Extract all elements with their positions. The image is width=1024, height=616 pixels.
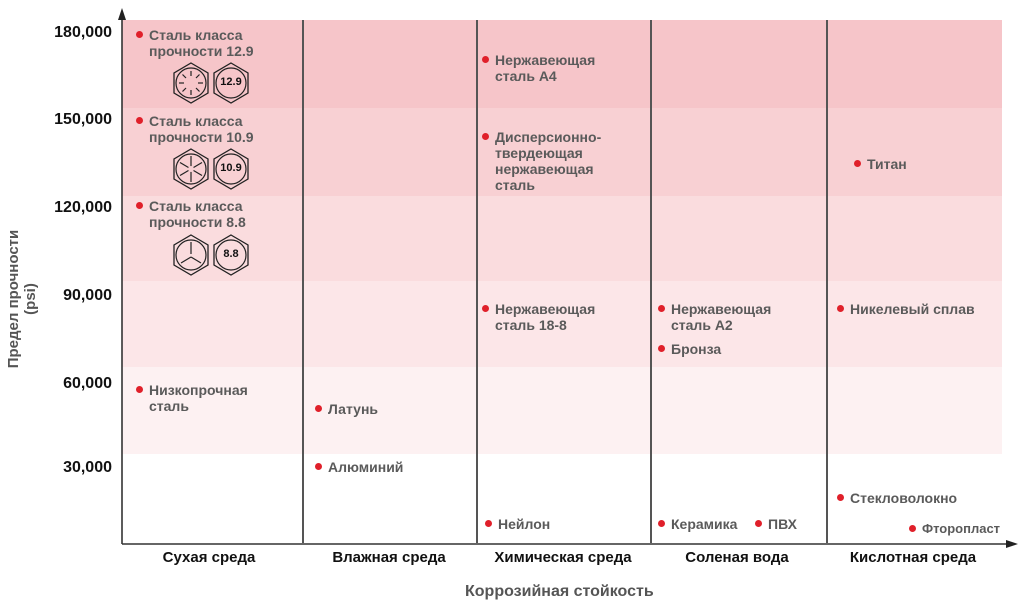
ytick-60000: 60,000 — [63, 375, 112, 392]
band-120k-150k — [122, 108, 1002, 196]
bolt-marking-8-8-icon — [213, 234, 249, 276]
label-line: прочности 10.9 — [149, 129, 254, 145]
point-bronze: Бронза — [658, 341, 722, 357]
x-axis-label: Коррозийная стойкость — [465, 583, 654, 600]
divider-3 — [650, 20, 652, 543]
point-precipitation-hardened-stainless: Дисперсионно- твердеющая нержавеющая ста… — [482, 129, 602, 193]
label-line: нержавеющая — [495, 161, 594, 177]
label-line: Нержавеющая — [495, 301, 596, 317]
divider-4 — [826, 20, 828, 543]
label-line: твердеющая — [495, 145, 583, 161]
dot-marker — [755, 520, 762, 527]
label-line: Сталь класса — [149, 113, 243, 129]
point-nylon: Нейлон — [485, 516, 551, 532]
dot-marker — [485, 520, 492, 527]
ytick-30000: 30,000 — [63, 459, 112, 476]
band-30k-60k — [122, 367, 1002, 454]
label-line: сталь 18-8 — [495, 317, 567, 333]
band-90k-120k — [122, 196, 1002, 281]
label-line: Алюминий — [328, 459, 404, 475]
category-humid: Влажная среда — [332, 549, 446, 566]
label-line: прочности 12.9 — [149, 43, 254, 59]
divider-2 — [476, 20, 478, 543]
point-low-strength-steel: Низкопрочная сталь — [136, 382, 248, 414]
bolt-marking-12-9-icon — [213, 62, 249, 104]
bolt-label-8-8: 8.8 — [223, 248, 239, 260]
point-brass: Латунь — [315, 401, 379, 417]
ytick-180000: 180,000 — [54, 24, 112, 41]
ytick-90000: 90,000 — [63, 287, 112, 304]
category-saltwater: Соленая вода — [685, 549, 789, 566]
y-axis-label: Предел прочности (psi) — [5, 229, 39, 369]
label-line: Сталь класса — [149, 198, 243, 214]
ytick-150000: 150,000 — [54, 111, 112, 128]
point-titanium: Титан — [854, 156, 907, 172]
label-line: Латунь — [328, 401, 379, 417]
category-dry: Сухая среда — [162, 549, 256, 566]
label-line: Стекловолокно — [850, 490, 958, 506]
divider-1 — [302, 20, 304, 543]
band-60k-90k — [122, 281, 1002, 367]
category-chemical: Химическая среда — [494, 549, 632, 566]
point-stainless-18-8: Нержавеющая сталь 18-8 — [482, 301, 596, 333]
dot-marker — [482, 56, 489, 63]
dot-marker — [837, 494, 844, 501]
label-line: Сталь класса — [149, 27, 243, 43]
label-line: Керамика — [671, 516, 738, 532]
dot-marker — [315, 405, 322, 412]
bolt-head-10-9-icon — [173, 148, 209, 190]
dot-marker — [854, 160, 861, 167]
dot-marker — [136, 117, 143, 124]
ytick-120000: 120,000 — [54, 199, 112, 216]
label-line: Низкопрочная — [149, 382, 248, 398]
point-aluminum: Алюминий — [315, 459, 404, 475]
label-line: ПВХ — [768, 516, 797, 532]
dot-marker — [315, 463, 322, 470]
label-line: сталь A4 — [495, 68, 557, 84]
dot-marker — [482, 133, 489, 140]
point-stainless-a2: Нержавеющая сталь A2 — [658, 301, 772, 333]
point-pvc: ПВХ — [755, 516, 797, 532]
label-line: Никелевый сплав — [850, 301, 975, 317]
dot-marker — [658, 305, 665, 312]
label-line: прочности 8.8 — [149, 214, 246, 230]
bolt-head-12-9-icon — [173, 62, 209, 104]
label-line: Титан — [867, 156, 907, 172]
dot-marker — [136, 386, 143, 393]
point-nickel-alloy: Никелевый сплав — [837, 301, 975, 317]
label-line: Фторопласт — [922, 521, 1001, 536]
dot-marker — [658, 520, 665, 527]
point-steel-10-9: Сталь класса прочности 10.9 — [136, 113, 254, 145]
point-stainless-a4: Нержавеющая сталь A4 — [482, 52, 596, 84]
dot-marker — [837, 305, 844, 312]
band-150k-180k — [122, 20, 1002, 108]
label-line: Бронза — [671, 341, 722, 357]
label-line: Нержавеющая — [495, 52, 596, 68]
dot-marker — [658, 345, 665, 352]
bolt-label-12-9: 12.9 — [220, 76, 242, 88]
label-line: сталь A2 — [671, 317, 733, 333]
dot-marker — [909, 525, 916, 532]
label-line: Нейлон — [498, 516, 551, 532]
dot-marker — [482, 305, 489, 312]
label-line: сталь — [149, 398, 189, 414]
bolt-label-10-9: 10.9 — [220, 162, 242, 174]
point-steel-8-8: Сталь класса прочности 8.8 — [136, 198, 246, 230]
point-fiberglass: Стекловолокно — [837, 490, 958, 506]
point-ceramic: Керамика — [658, 516, 738, 532]
dot-marker — [136, 31, 143, 38]
label-line: Нержавеющая — [671, 301, 772, 317]
label-line: сталь — [495, 177, 535, 193]
label-line: Дисперсионно- — [495, 129, 602, 145]
bolt-marking-10-9-icon — [213, 148, 249, 190]
dot-marker — [136, 202, 143, 209]
point-ptfe: Фторопласт — [909, 521, 1001, 537]
bolt-head-8-8-icon — [173, 234, 209, 276]
point-steel-12-9: Сталь класса прочности 12.9 — [136, 27, 254, 59]
category-acid: Кислотная среда — [849, 549, 977, 566]
